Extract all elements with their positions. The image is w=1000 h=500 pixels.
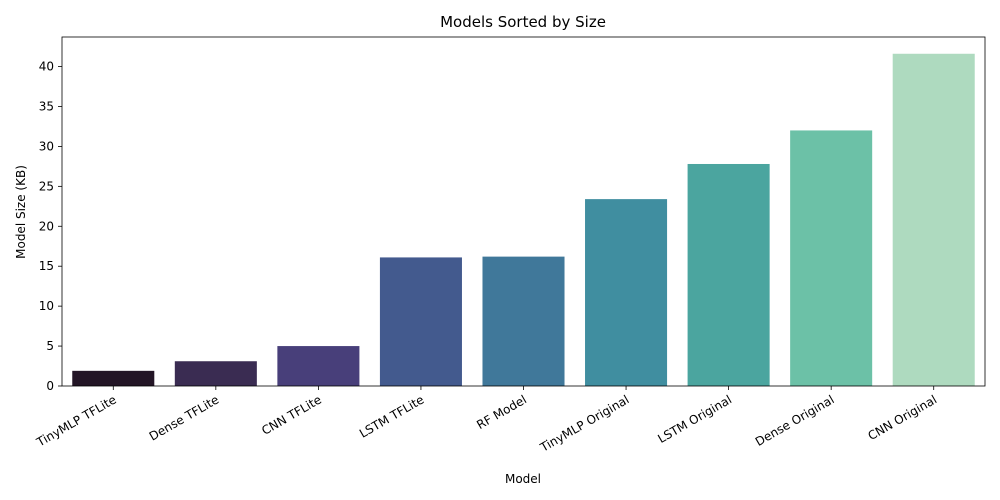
x-tick-label: CNN TFLite xyxy=(259,392,324,437)
x-tick-label: CNN Original xyxy=(865,392,939,443)
bar xyxy=(277,346,360,386)
bar xyxy=(72,370,155,386)
chart-title: Models Sorted by Size xyxy=(440,13,606,31)
y-tick-label: 30 xyxy=(39,139,54,153)
x-tick-label: LSTM Original xyxy=(655,392,734,446)
y-axis-label: Model Size (KB) xyxy=(14,165,28,259)
bar xyxy=(892,53,975,387)
bar xyxy=(174,361,257,386)
x-tick-label: LSTM TFLite xyxy=(357,392,426,440)
y-tick-label: 25 xyxy=(39,179,54,193)
bar xyxy=(379,257,462,386)
y-tick-label: 20 xyxy=(39,219,54,233)
x-tick-label: TinyMLP TFLite xyxy=(33,392,118,449)
axes-frame xyxy=(61,36,986,387)
plot-area: 0 5 10 15 20 25 30 35 40 TinyMLP TFLite Dense TFLi… xyxy=(33,36,986,455)
y-tick-label: 0 xyxy=(46,379,54,393)
y-tick-label: 10 xyxy=(39,299,54,313)
x-tick-label: RF Model xyxy=(474,392,529,432)
y-tick-label: 5 xyxy=(46,339,54,353)
bar xyxy=(687,163,770,386)
bar xyxy=(585,199,668,386)
y-tick-label: 35 xyxy=(39,99,54,113)
x-axis-label: Model xyxy=(505,472,541,486)
x-tick-label: Dense TFLite xyxy=(147,392,222,443)
y-tick-label: 40 xyxy=(39,60,54,74)
y-tick-label: 15 xyxy=(39,259,54,273)
x-tick-label: TinyMLP Original xyxy=(537,392,632,455)
x-tick-label: Dense Original xyxy=(753,392,837,448)
bar xyxy=(482,256,565,386)
bar xyxy=(790,130,873,386)
